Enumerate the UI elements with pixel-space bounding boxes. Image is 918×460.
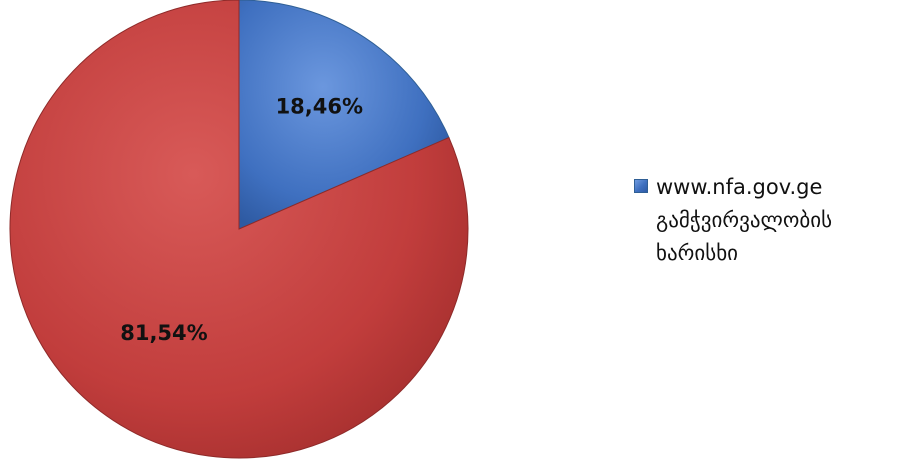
legend-entry-label: www.nfa.gov.ge გამჭვირვალობის ხარისხი	[656, 175, 833, 265]
pie-slices	[9, 0, 469, 459]
legend-swatch-icon	[634, 179, 648, 193]
pie-data-labels: 18,46% 81,54%	[120, 94, 363, 345]
pie-slice-0-label: 18,46%	[276, 94, 363, 118]
pie-slice-1	[9, 0, 469, 459]
pie-slice-0	[238, 0, 450, 230]
legend: www.nfa.gov.ge გამჭვირვალობის ხარისხი	[634, 171, 914, 270]
pie-slice-1-label: 81,54%	[120, 321, 207, 345]
